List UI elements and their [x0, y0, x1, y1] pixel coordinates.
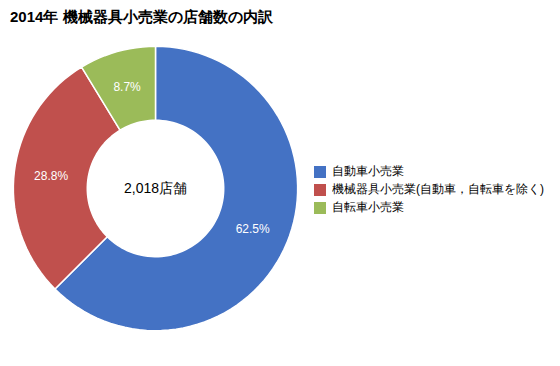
svg-text:8.7%: 8.7%: [113, 80, 141, 94]
html-text:2014年 機械器具小売業の店舗数の内訳: 2014年 機械器具小売業の店舗数の内訳: [10, 8, 273, 25]
svg-text:28.8%: 28.8%: [34, 169, 68, 183]
svg-text:62.5%: 62.5%: [236, 222, 270, 236]
html-text:自動車小売業: 自動車小売業: [332, 164, 404, 178]
html-text:機械器具小売業(自動車，自転車を除く): 機械器具小売業(自動車，自転車を除く): [332, 182, 544, 196]
html-text:自転車小売業: 自転車小売業: [332, 200, 404, 214]
svg-text:2,018店舗: 2,018店舗: [124, 180, 187, 196]
